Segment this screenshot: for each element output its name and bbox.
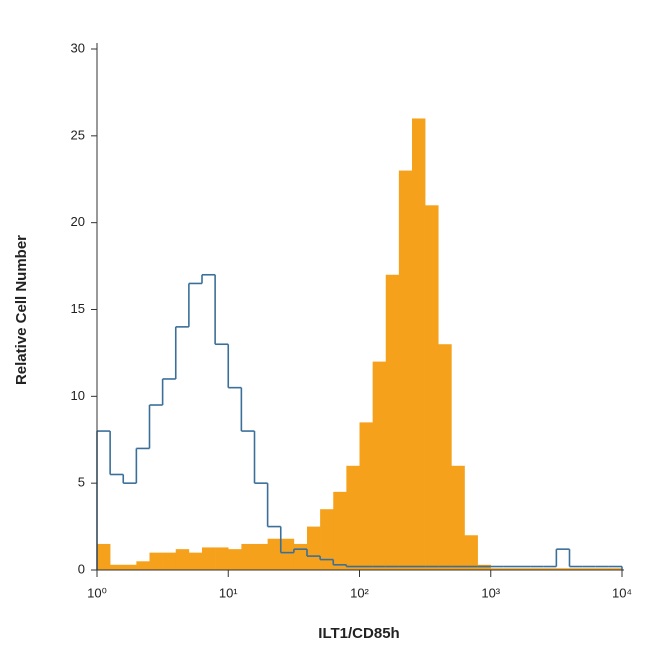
histogram-bar [241, 543, 255, 570]
histogram-bar [333, 491, 347, 570]
histogram-bar [503, 568, 518, 570]
histogram-bar [306, 526, 321, 570]
histogram-bar [293, 543, 308, 570]
histogram-bar [359, 422, 373, 570]
y-tick-label: 5 [78, 475, 85, 490]
histogram-bar [97, 543, 111, 570]
y-tick-label: 0 [78, 561, 85, 576]
histogram-bar [569, 568, 583, 570]
histogram-bar [346, 465, 360, 570]
x-axis-title: ILT1/CD85h [318, 625, 399, 642]
histogram-bar [188, 552, 203, 570]
histogram-bar [517, 568, 531, 570]
histogram-bar [477, 564, 492, 570]
histogram-bar [438, 344, 452, 570]
histogram-bar [425, 205, 439, 571]
histogram-bar [398, 170, 413, 571]
histogram-bar [136, 561, 150, 570]
histogram-bar [175, 549, 190, 570]
y-tick-label: 10 [71, 388, 85, 403]
histogram-bar [582, 568, 597, 570]
histogram-bar [530, 568, 544, 570]
y-tick-label: 20 [71, 214, 85, 229]
x-tick-label: 10⁰ [87, 585, 107, 600]
histogram-bar [372, 361, 387, 570]
histogram-bar [451, 465, 465, 570]
histogram-bar [162, 552, 177, 570]
x-tick-label: 10¹ [219, 585, 238, 600]
y-tick-label: 25 [71, 127, 85, 142]
histogram-bar [490, 568, 505, 570]
histogram-bar [215, 547, 229, 570]
histogram-bar [412, 118, 426, 570]
histogram-bar [110, 564, 124, 570]
y-axis-title: Relative Cell Number [13, 235, 30, 385]
histogram-bar [464, 535, 478, 570]
histogram-bar [543, 568, 557, 570]
histogram-bar [254, 543, 268, 570]
histogram-bar [267, 538, 282, 570]
histogram-bar [123, 564, 137, 570]
x-tick-label: 10⁴ [612, 585, 632, 600]
x-tick-label: 10³ [481, 585, 500, 600]
histogram-bar [556, 568, 570, 570]
histogram-bar [385, 274, 400, 570]
histogram-bar [228, 549, 242, 570]
histogram-bar [280, 538, 295, 570]
histogram-bar [608, 568, 623, 570]
y-tick-label: 30 [71, 40, 85, 55]
histogram-bar [320, 509, 334, 570]
histogram-bar [595, 568, 610, 570]
histogram-bar [202, 547, 216, 570]
histogram-bar [149, 552, 163, 570]
x-tick-label: 10² [350, 585, 369, 600]
y-tick-label: 15 [71, 301, 85, 316]
